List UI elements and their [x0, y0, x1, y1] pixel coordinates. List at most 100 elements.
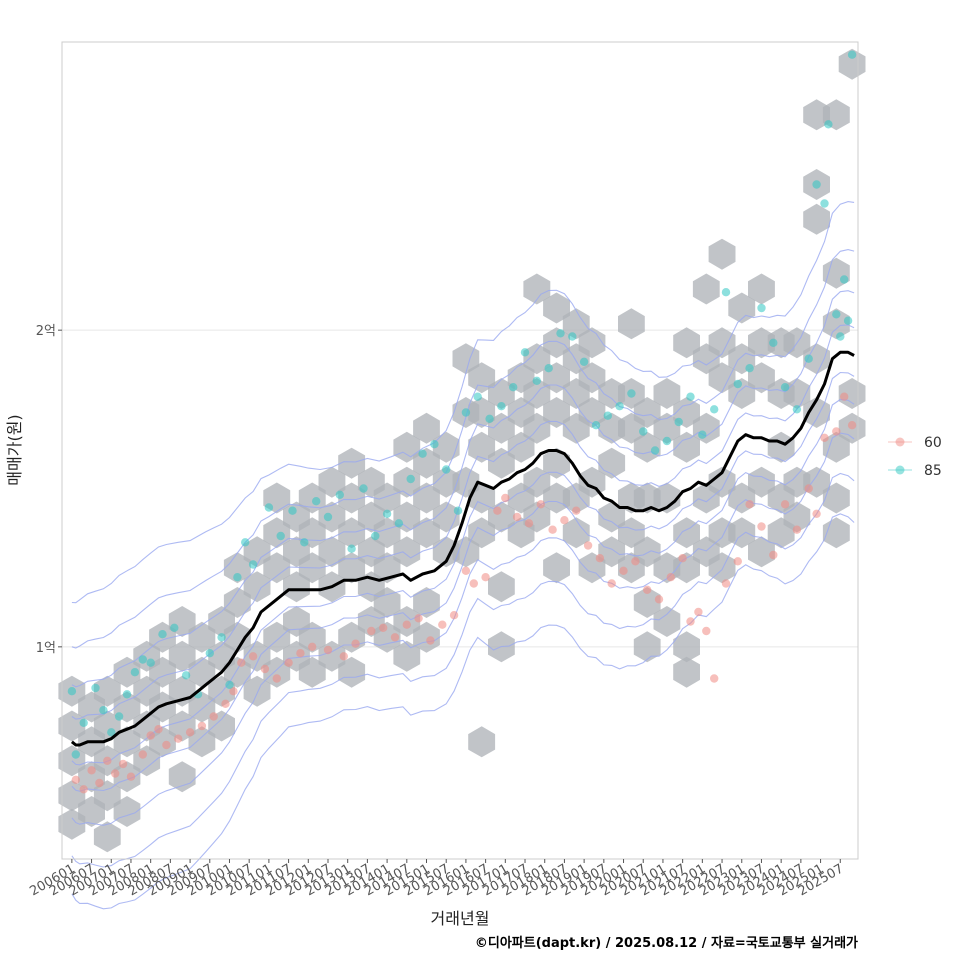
point-85: [824, 120, 833, 129]
point-60: [804, 484, 813, 493]
point-60: [493, 506, 502, 515]
point-85: [371, 531, 380, 541]
point-85: [544, 364, 553, 373]
point-60: [481, 573, 490, 582]
point-60: [126, 772, 136, 781]
point-85: [686, 392, 695, 401]
hex-bin: [748, 536, 775, 568]
legend: 60 85: [888, 435, 942, 479]
point-60: [296, 649, 305, 658]
point-85: [138, 655, 147, 664]
point-60: [847, 421, 857, 430]
point-85: [91, 683, 100, 693]
point-60: [619, 566, 628, 575]
point-85: [181, 671, 191, 680]
hex-bin: [149, 691, 176, 723]
point-60: [103, 756, 112, 765]
point-85: [812, 180, 821, 189]
hex-bin: [113, 796, 141, 827]
point-60: [449, 611, 459, 620]
hex-bin: [578, 362, 606, 394]
hex-bin: [432, 431, 460, 463]
hex-bin: [452, 536, 480, 568]
source-caption: ©디아파트(dapt.kr) / 2025.08.12 / 자료=국토교통부 실…: [475, 935, 858, 951]
point-85: [591, 421, 601, 430]
hex-bin: [673, 656, 700, 688]
hex-bin: [58, 780, 86, 812]
point-60: [426, 636, 435, 645]
point-60: [792, 525, 802, 534]
hex-bin: [543, 397, 570, 428]
hex-bin: [488, 447, 515, 479]
hex-bin: [413, 517, 440, 549]
hex-bin: [507, 431, 535, 463]
point-60: [260, 664, 270, 674]
point-85: [300, 538, 309, 547]
hex-bin: [838, 48, 866, 80]
point-85: [453, 506, 463, 515]
point-85: [67, 687, 77, 696]
hex-bin: [338, 552, 366, 584]
point-60: [209, 712, 218, 721]
hex-bin: [318, 466, 346, 498]
point-85: [158, 630, 167, 639]
density-contours: [71, 201, 855, 910]
hex-bin: [223, 621, 251, 653]
hex-bin: [393, 466, 421, 498]
point-60: [469, 579, 478, 588]
hex-bin: [468, 726, 496, 758]
hex-bin: [263, 552, 291, 584]
legend-key-85: [895, 465, 905, 475]
point-85: [418, 449, 427, 458]
hex-bin: [413, 412, 440, 444]
hex-bins: [58, 48, 866, 853]
point-60: [631, 557, 640, 566]
point-60: [583, 541, 593, 550]
point-85: [520, 348, 530, 357]
hex-bin: [633, 431, 661, 463]
hex-bin: [243, 571, 271, 603]
hex-bin: [338, 656, 366, 688]
hex-bin: [653, 606, 681, 637]
point-60: [248, 652, 258, 661]
hex-bin: [373, 517, 401, 549]
point-60: [832, 427, 841, 436]
y-axis-title: 매매가(원): [5, 414, 24, 485]
hex-bin: [633, 587, 661, 618]
point-60: [111, 769, 120, 778]
hex-bin: [578, 327, 606, 359]
point-85: [497, 402, 506, 411]
point-60: [694, 607, 703, 617]
point-85: [394, 519, 404, 528]
point-60: [323, 645, 333, 655]
contour-line: [71, 398, 855, 792]
point-85: [769, 338, 778, 347]
hex-bin: [598, 536, 626, 568]
point-60: [461, 566, 471, 575]
hex-bin: [803, 203, 830, 235]
point-60: [524, 519, 534, 528]
point-60: [666, 573, 675, 582]
point-60: [438, 620, 447, 629]
point-60: [643, 585, 652, 594]
point-85: [650, 446, 660, 455]
contour-line: [71, 432, 855, 826]
scatter-points: [67, 50, 857, 794]
point-85: [205, 649, 214, 658]
hex-bin: [562, 517, 590, 549]
y-tick-label: 1억: [36, 641, 56, 656]
point-85: [248, 560, 258, 569]
point-60: [820, 433, 829, 442]
point-60: [572, 506, 581, 515]
point-60: [146, 731, 155, 740]
contour-line: [71, 513, 855, 910]
hex-bin: [413, 621, 440, 653]
hex-bin: [243, 536, 271, 568]
point-85: [241, 538, 250, 547]
hex-bin: [413, 587, 440, 618]
hex-bin: [488, 412, 515, 444]
point-85: [840, 275, 849, 284]
hex-bin: [543, 552, 570, 584]
point-85: [79, 718, 88, 727]
point-85: [698, 430, 707, 439]
